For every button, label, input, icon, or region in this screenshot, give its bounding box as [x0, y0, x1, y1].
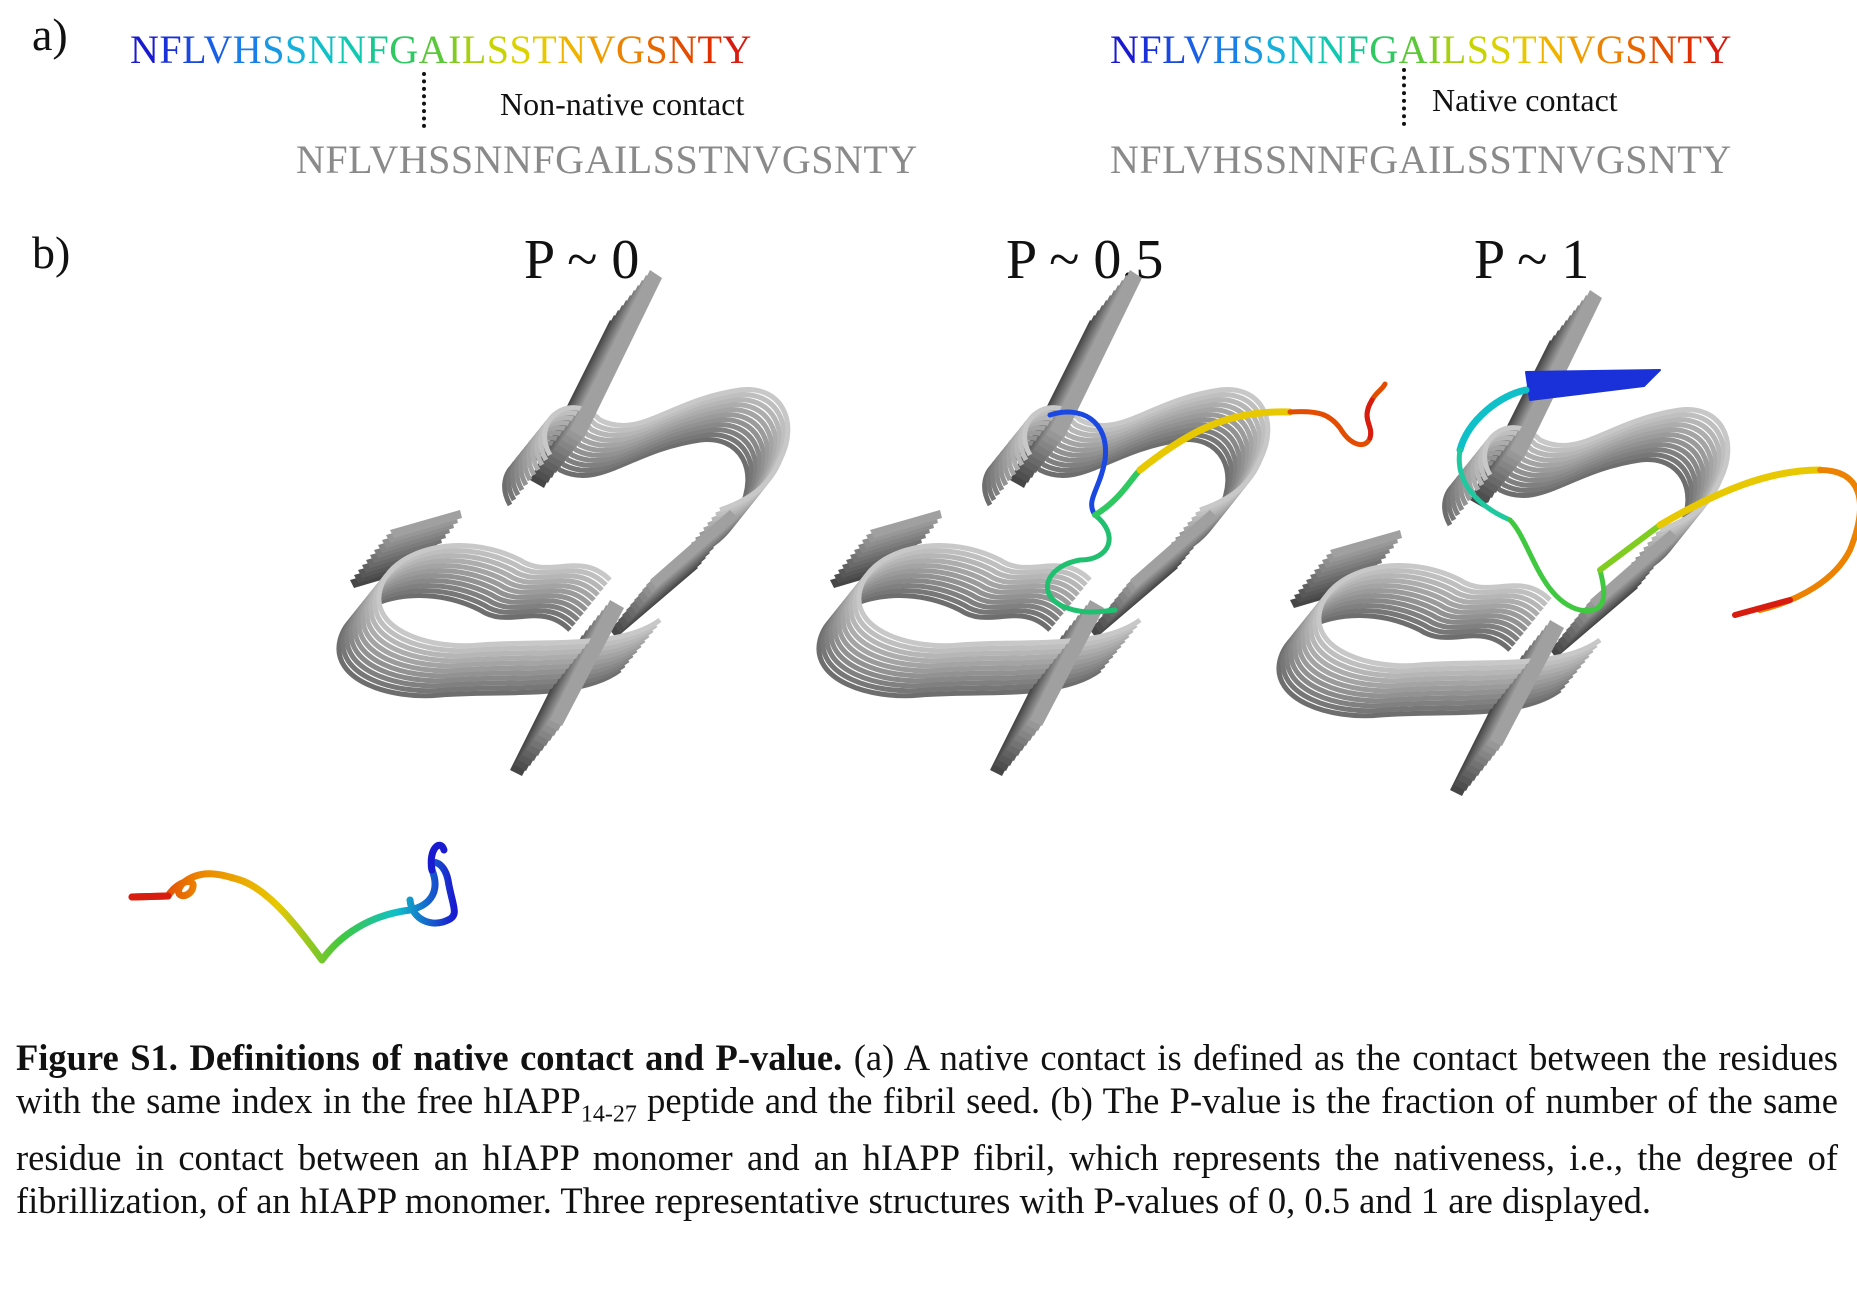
residue-23: T — [1677, 27, 1703, 72]
residue-23: T — [697, 27, 723, 72]
non-native-contact-label: Non-native contact — [500, 86, 745, 122]
residue-24: Y — [722, 27, 752, 72]
panel-b-label: b) — [32, 227, 71, 278]
residue-11: G — [389, 27, 419, 72]
residue-13: I — [1428, 27, 1442, 72]
fibril-structures-illustration — [128, 270, 1857, 964]
residue-12: A — [418, 27, 448, 72]
right-gray-sequence: NFLVHSSNNFGAILSSTNVGSNTY — [1110, 137, 1732, 182]
residue-3: L — [182, 27, 204, 72]
caption-text-2: peptide and the fibril seed. (b) The P-v… — [16, 1080, 1838, 1222]
monomer-p1 — [1456, 369, 1857, 618]
fibril-seed-p1 — [1276, 290, 1731, 796]
residue-2: F — [1139, 27, 1163, 72]
title-p0: P ~ 0 — [524, 229, 640, 291]
residue-15: S — [1466, 27, 1490, 72]
residue-6: S — [262, 27, 285, 72]
residue-9: N — [337, 27, 367, 72]
residue-18: N — [1537, 27, 1567, 72]
left-contact-dotted-line — [422, 72, 426, 128]
caption-title: Figure S1. Definitions of native contact… — [16, 1037, 843, 1078]
residue-21: S — [1625, 27, 1649, 72]
native-contact-label: Native contact — [1432, 82, 1618, 118]
residue-3: L — [1162, 27, 1184, 72]
figure-caption: Figure S1. Definitions of native contact… — [16, 1036, 1838, 1222]
residue-1: N — [130, 27, 160, 72]
residue-4: V — [203, 27, 233, 72]
residue-22: N — [1648, 27, 1678, 72]
residue-21: S — [645, 27, 669, 72]
right-colored-sequence: NFLVHSSNNFGAILSSTNVGSNTY — [1110, 26, 1732, 73]
residue-20: G — [1595, 27, 1626, 72]
residue-10: F — [1346, 27, 1370, 72]
residue-7: S — [1264, 27, 1288, 72]
residue-11: G — [1369, 27, 1399, 72]
residue-16: S — [1489, 27, 1513, 72]
residue-8: N — [307, 27, 338, 72]
fibril-seed-p05 — [816, 270, 1271, 776]
residue-7: S — [284, 27, 308, 72]
residue-17: T — [1512, 27, 1538, 72]
residue-1: N — [1110, 27, 1140, 72]
residue-6: S — [1242, 27, 1265, 72]
residue-14: L — [1441, 27, 1467, 72]
title-p1: P ~ 1 — [1474, 229, 1590, 291]
residue-2: F — [159, 27, 183, 72]
left-colored-sequence: NFLVHSSNNFGAILSSTNVGSNTY — [130, 26, 752, 73]
residue-9: N — [1317, 27, 1347, 72]
residue-15: S — [486, 27, 510, 72]
residue-4: V — [1183, 27, 1213, 72]
residue-24: Y — [1702, 27, 1732, 72]
residue-12: A — [1398, 27, 1428, 72]
residue-8: N — [1287, 27, 1318, 72]
right-contact-dotted-line — [1402, 68, 1406, 126]
residue-5: H — [1212, 27, 1243, 72]
caption-subscript: 14-27 — [580, 1101, 637, 1128]
fibril-seed-p0 — [336, 270, 791, 776]
caption-text-1: (a) A native contact is defined as the c… — [16, 1037, 1838, 1121]
residue-22: N — [668, 27, 698, 72]
monomer-p05 — [1045, 381, 1388, 615]
residue-5: H — [232, 27, 263, 72]
residue-19: V — [586, 27, 616, 72]
residue-16: S — [509, 27, 533, 72]
residue-17: T — [532, 27, 558, 72]
residue-14: L — [461, 27, 487, 72]
residue-20: G — [615, 27, 646, 72]
monomer-p0 — [128, 841, 458, 964]
panel-a-label: a) — [32, 9, 68, 60]
residue-13: I — [448, 27, 462, 72]
residue-19: V — [1566, 27, 1596, 72]
residue-10: F — [366, 27, 390, 72]
left-gray-sequence: NFLVHSSNNFGAILSSTNVGSNTY — [296, 137, 918, 182]
residue-18: N — [557, 27, 587, 72]
